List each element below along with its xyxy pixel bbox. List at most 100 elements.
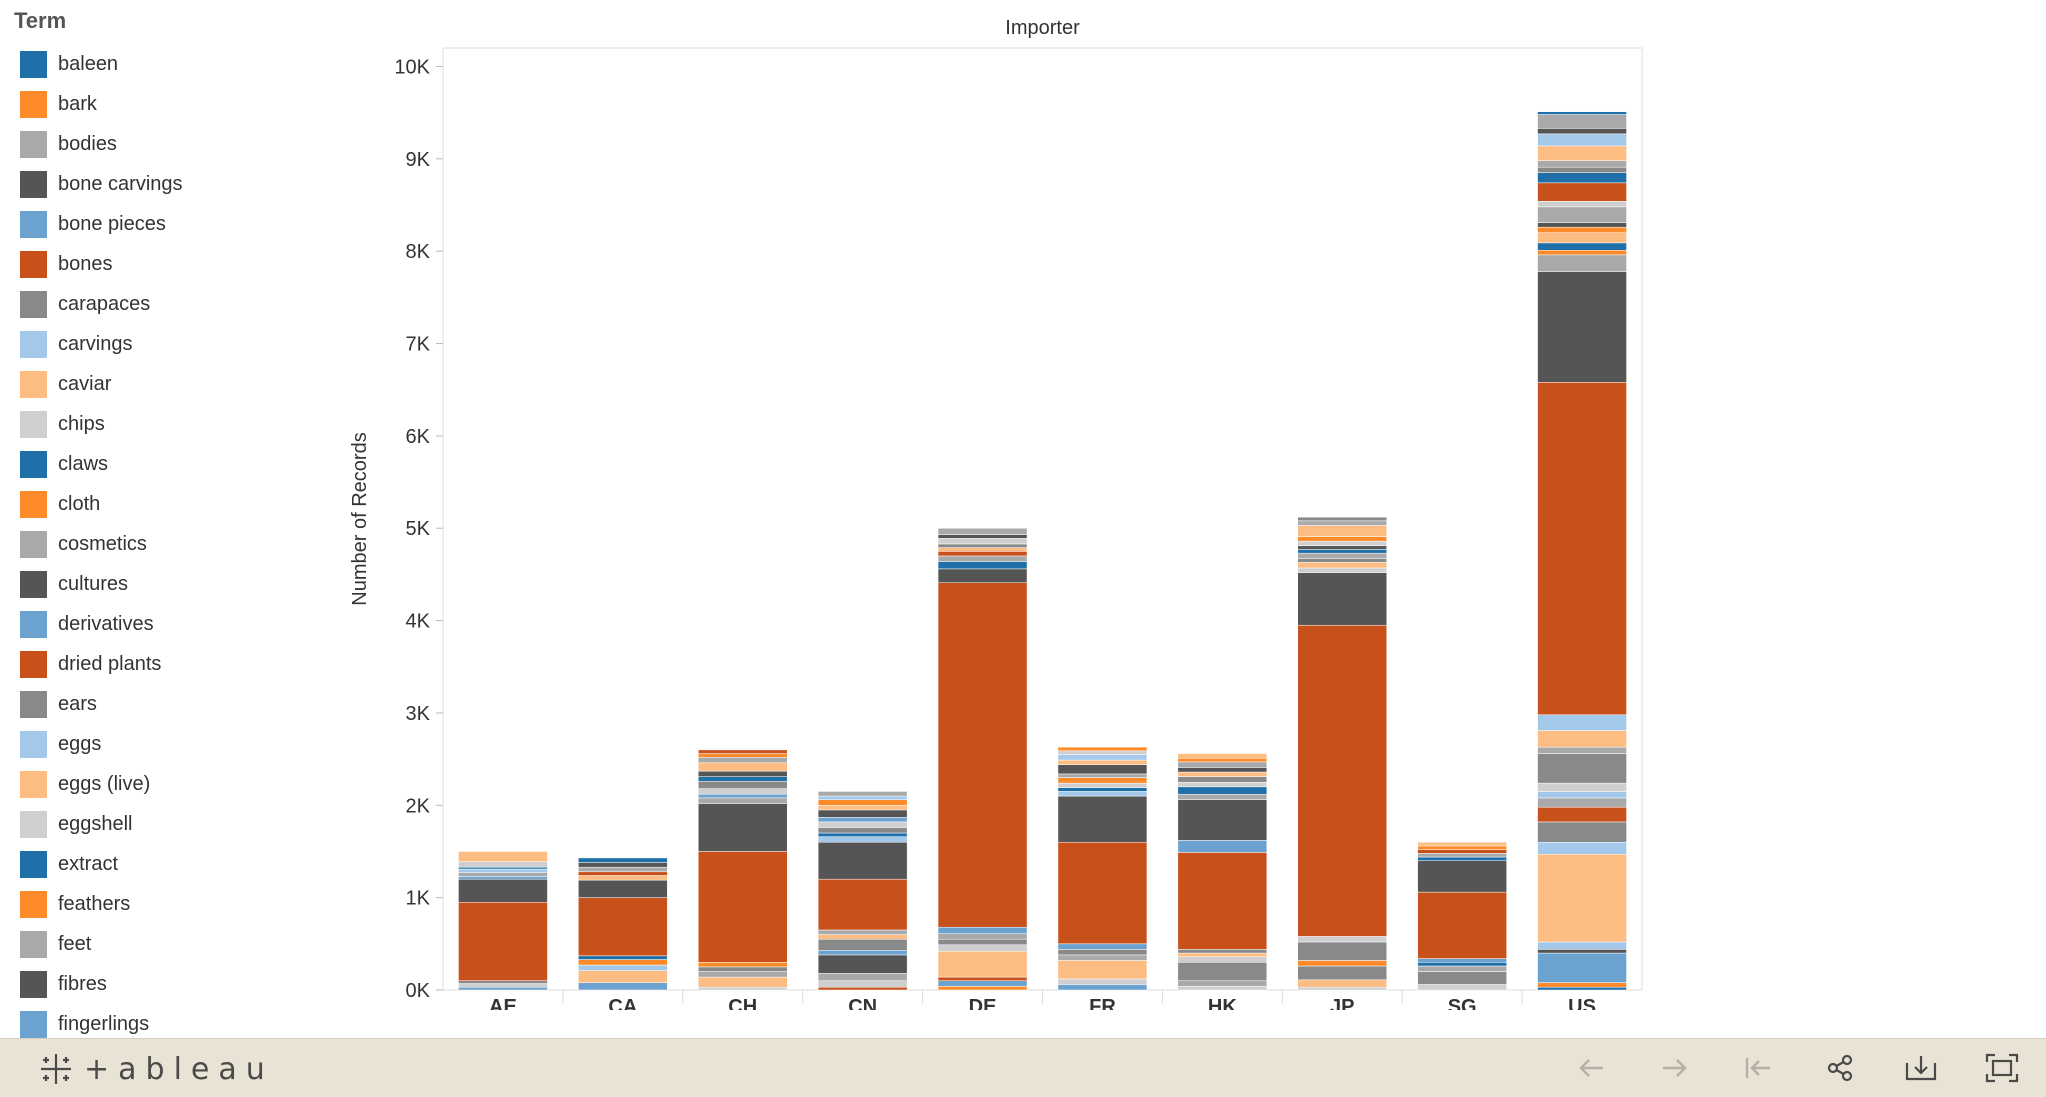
legend-item[interactable]: bone pieces	[20, 204, 183, 244]
bar-segment-jp	[1297, 936, 1387, 943]
bar-segment-ca	[578, 959, 668, 966]
bar-segment-cn	[817, 934, 908, 940]
bar-segment-cn	[817, 878, 908, 931]
bar-segment-cn	[817, 929, 908, 935]
fullscreen-button[interactable]	[1984, 1050, 2020, 1086]
legend-label: caviar	[58, 372, 112, 395]
bar-segment-ch	[698, 966, 788, 972]
legend-item[interactable]: eggs (live)	[20, 764, 183, 804]
y-tick-label: 7K	[406, 334, 431, 356]
bar-segment-jp	[1297, 558, 1387, 563]
legend-item[interactable]: derivatives	[20, 604, 183, 644]
legend-item[interactable]: cultures	[20, 564, 183, 604]
legend-item[interactable]: feathers	[20, 884, 183, 924]
bar-segment-de	[937, 551, 1028, 557]
legend-item[interactable]: fibres	[20, 964, 183, 1004]
bar-segment-us	[1537, 271, 1627, 383]
legend-item[interactable]: dried plants	[20, 644, 183, 684]
bar-segment-de	[937, 527, 1028, 535]
legend-item[interactable]: cosmetics	[20, 524, 183, 564]
legend-item[interactable]: eggs	[20, 724, 183, 764]
legend-item[interactable]: extract	[20, 844, 183, 884]
legend-swatch	[20, 770, 47, 798]
legend-item[interactable]: bone carvings	[20, 164, 183, 204]
bar-segment-us	[1537, 232, 1627, 244]
legend-item[interactable]: ears	[20, 684, 183, 724]
legend-swatch	[20, 450, 47, 478]
legend-list: baleen bark bodies bone carvings bone pieces…	[20, 44, 183, 1038]
legend-item[interactable]: fingerlings	[20, 1004, 183, 1038]
legend-item[interactable]: bark	[20, 84, 183, 124]
bar-segment-jp	[1297, 965, 1387, 981]
tableau-cross-icon	[41, 1054, 71, 1084]
legend-item[interactable]: feet	[20, 924, 183, 964]
legend-item[interactable]: carapaces	[20, 284, 183, 324]
legend-item[interactable]: bones	[20, 244, 183, 284]
bar-segment-ae	[458, 902, 548, 982]
bar-segment-us	[1537, 746, 1627, 754]
bar-segment-hk	[1177, 956, 1268, 963]
legend-item[interactable]: carvings	[20, 324, 183, 364]
y-axis-label: Number of Records	[349, 432, 371, 605]
term-legend: Term baleen bark bodies bone carvings bone p…	[0, 0, 330, 1038]
bar-segment-us	[1537, 160, 1627, 168]
bar-segment-ae	[458, 986, 548, 991]
bar-segment-us	[1537, 986, 1627, 991]
bar-segment-fr	[1057, 795, 1148, 843]
bar-segment-cn	[817, 954, 908, 974]
redo-button[interactable]	[1656, 1050, 1692, 1086]
legend-item[interactable]: chips	[20, 404, 183, 444]
bar-segment-cn	[817, 795, 908, 801]
legend-item[interactable]: eggshell	[20, 804, 183, 844]
bar-segment-sg	[1417, 853, 1507, 858]
legend-item[interactable]: claws	[20, 444, 183, 484]
legend-swatch	[20, 330, 47, 358]
tableau-logo[interactable]: +ableau	[38, 1051, 274, 1087]
bar-segment-fr	[1057, 787, 1148, 792]
revert-button[interactable]	[1740, 1050, 1776, 1086]
y-tick-label: 5K	[406, 518, 431, 540]
bar-segment-ae	[458, 983, 548, 988]
bar-segment-de	[937, 555, 1028, 562]
bar-segment-ch	[698, 776, 788, 782]
bar-segment-de	[937, 561, 1028, 570]
bar-segment-cn	[817, 821, 908, 828]
bar-segment-ca	[578, 982, 668, 991]
bar-segment-us	[1537, 111, 1627, 115]
share-button[interactable]	[1822, 1050, 1858, 1086]
arrow-left-icon	[1579, 1059, 1603, 1077]
legend-item[interactable]: baleen	[20, 44, 183, 84]
bar-segment-jp	[1297, 545, 1387, 550]
bar-segment-jp	[1297, 549, 1387, 554]
bar-segment-sg	[1417, 841, 1507, 847]
bar-segment-us	[1537, 226, 1627, 233]
bar-segment-de	[937, 933, 1028, 940]
bar-segment-cn	[817, 809, 908, 818]
bar-segment-fr	[1057, 841, 1148, 945]
legend-item[interactable]: caviar	[20, 364, 183, 404]
legend-swatch	[20, 210, 47, 238]
legend-label: bark	[58, 92, 97, 115]
bar-segment-fr	[1057, 777, 1148, 784]
download-button[interactable]	[1903, 1050, 1939, 1086]
undo-button[interactable]	[1574, 1050, 1610, 1086]
bar-segment-cn	[817, 817, 908, 823]
y-tick-label: 3K	[406, 703, 431, 725]
x-tick-label: US	[1568, 996, 1596, 1010]
y-tick-label: 1K	[406, 888, 431, 910]
bar-segment-de	[937, 534, 1028, 539]
bar-segment-ch	[698, 976, 788, 988]
legend-swatch	[20, 930, 47, 958]
bar-segment-hk	[1177, 793, 1268, 801]
bar-segment-hk	[1177, 761, 1268, 768]
legend-item[interactable]: cloth	[20, 484, 183, 524]
bar-segment-us	[1537, 172, 1627, 184]
bar-segment-fr	[1057, 978, 1148, 985]
legend-label: fibres	[58, 972, 107, 995]
legend-item[interactable]: bodies	[20, 124, 183, 164]
legend-label: cultures	[58, 572, 129, 595]
bar-segment-sg	[1417, 891, 1507, 959]
legend-swatch	[20, 530, 47, 558]
bar-segment-ch	[698, 797, 788, 804]
bar-segment-jp	[1297, 567, 1387, 573]
